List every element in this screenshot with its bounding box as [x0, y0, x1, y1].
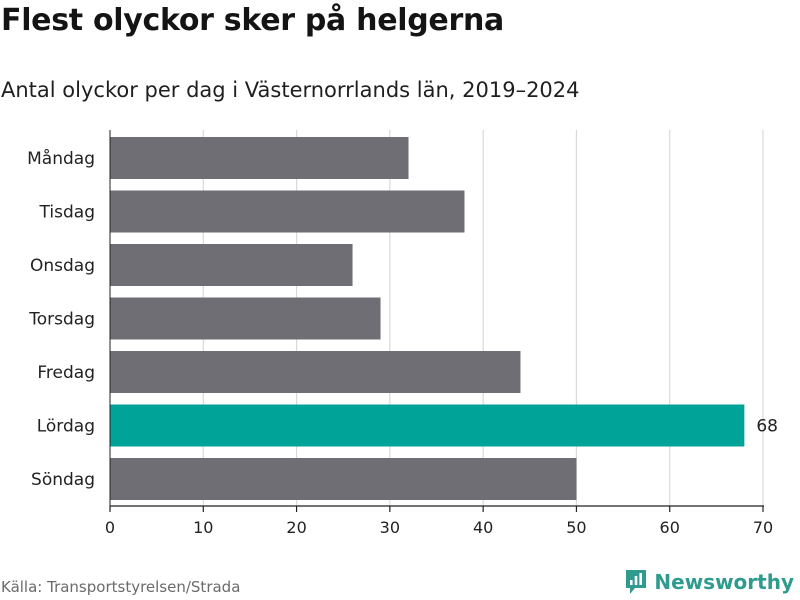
bar	[110, 458, 577, 500]
x-tick-label: 70	[753, 518, 773, 537]
category-label: Onsdag	[30, 256, 95, 276]
category-label: Lördag	[37, 417, 95, 437]
data-labels: 68	[756, 417, 778, 437]
category-label: Tisdag	[39, 203, 95, 223]
x-tick-label: 30	[380, 518, 400, 537]
category-label: Söndag	[31, 470, 95, 490]
x-tick-label: 20	[286, 518, 306, 537]
brand-name: Newsworthy	[654, 570, 794, 594]
bar	[110, 297, 381, 340]
x-tick-label: 10	[193, 518, 213, 537]
category-label: Fredag	[37, 363, 95, 383]
bars	[110, 137, 745, 500]
category-label: Torsdag	[28, 310, 95, 330]
x-tick-label: 50	[566, 518, 586, 537]
x-axis: 0 10 20 30 40 50 60 70	[105, 130, 773, 537]
data-label: 68	[756, 417, 778, 437]
x-tick-label: 60	[660, 518, 680, 537]
x-tick-label: 40	[473, 518, 493, 537]
bar	[110, 351, 521, 393]
chart-title: Flest olyckor sker på helgerna	[1, 3, 504, 38]
x-tick-label: 0	[105, 518, 115, 537]
bar	[110, 404, 745, 447]
category-label: Måndag	[27, 148, 95, 169]
chart-subtitle: Antal olyckor per dag i Västernorrlands …	[1, 78, 580, 102]
newsworthy-logo-icon	[626, 570, 647, 594]
brand[interactable]: Newsworthy	[624, 568, 794, 596]
bar	[110, 137, 409, 179]
bar	[110, 244, 353, 286]
source-note: Källa: Transportstyrelsen/Strada	[1, 578, 241, 596]
y-axis-labels: Måndag Tisdag Onsdag Torsdag Fredag Lördag Sön…	[27, 148, 95, 490]
bar	[110, 190, 465, 233]
